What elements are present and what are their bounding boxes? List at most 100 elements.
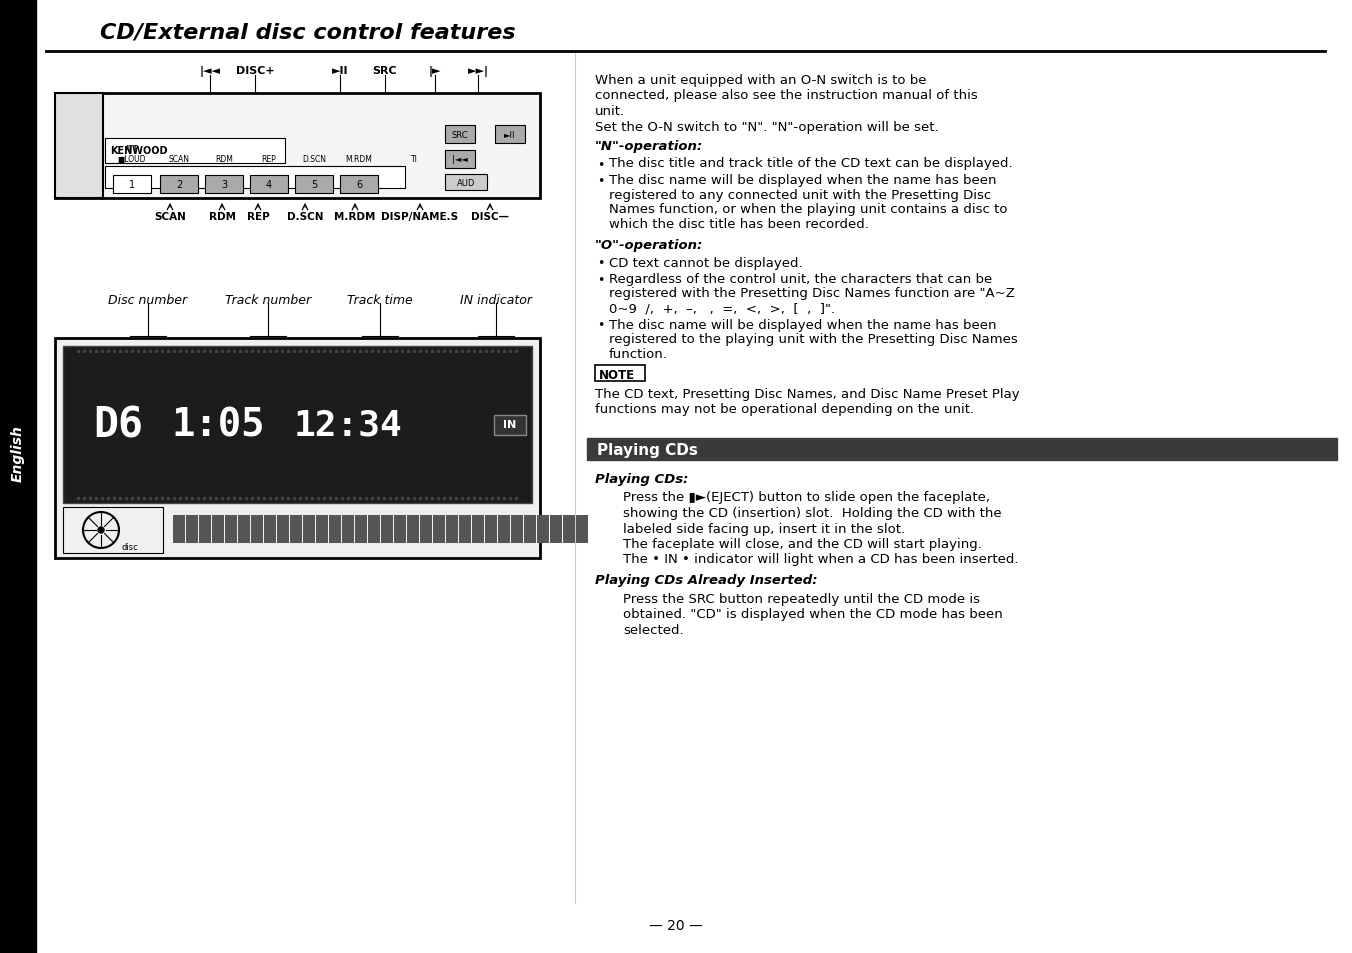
Text: NOTE: NOTE	[599, 369, 635, 381]
Bar	[537, 516, 549, 543]
Text: •: •	[598, 174, 604, 188]
Text: 0~9  /,  +,  –,   ,  =,  <,  >,  [  ,  ]".: 0~9 /, +, –, , =, <, >, [ , ]".	[608, 302, 836, 314]
Bar	[407, 516, 419, 543]
Text: 6: 6	[356, 180, 362, 190]
Bar	[420, 516, 433, 543]
Text: SCAN: SCAN	[169, 154, 189, 164]
Text: M.RDM: M.RDM	[334, 212, 376, 222]
Bar	[329, 516, 341, 543]
Text: RDM: RDM	[215, 154, 233, 164]
Text: Press the ▮►(EJECT) button to slide open the faceplate,: Press the ▮►(EJECT) button to slide open…	[623, 491, 990, 504]
Bar	[160, 175, 197, 193]
Text: labeled side facing up, insert it in the slot.: labeled side facing up, insert it in the…	[623, 522, 904, 535]
Text: D.SCN: D.SCN	[287, 212, 323, 222]
Text: 1:05: 1:05	[172, 406, 265, 444]
Bar	[485, 516, 498, 543]
Text: 1: 1	[128, 180, 135, 190]
Text: The CD text, Presetting Disc Names, and Disc Name Preset Play: The CD text, Presetting Disc Names, and …	[595, 388, 1019, 400]
Text: DISC—: DISC—	[470, 212, 508, 222]
Bar	[206, 175, 243, 193]
Text: SCAN: SCAN	[154, 212, 187, 222]
Bar	[264, 516, 276, 543]
Bar	[433, 516, 445, 543]
Text: 3: 3	[220, 180, 227, 190]
Circle shape	[97, 527, 104, 534]
Text: function.: function.	[608, 347, 668, 360]
Bar	[342, 516, 354, 543]
Text: showing the CD (insertion) slot.  Holding the CD with the: showing the CD (insertion) slot. Holding…	[623, 506, 1002, 519]
Bar	[105, 167, 406, 189]
Text: The disc name will be displayed when the name has been: The disc name will be displayed when the…	[608, 173, 996, 187]
Text: TI: TI	[411, 154, 418, 164]
Text: 5: 5	[311, 180, 318, 190]
Text: IN: IN	[503, 420, 516, 430]
Text: 4: 4	[266, 180, 272, 190]
Bar	[381, 516, 393, 543]
Text: AUD: AUD	[457, 178, 475, 188]
Text: The faceplate will close, and the CD will start playing.: The faceplate will close, and the CD wil…	[623, 537, 982, 551]
Bar	[199, 516, 211, 543]
Text: |►: |►	[429, 66, 441, 77]
Bar	[251, 516, 264, 543]
Bar	[493, 416, 526, 435]
Text: RDM: RDM	[208, 212, 235, 222]
Text: The disc title and track title of the CD text can be displayed.: The disc title and track title of the CD…	[608, 157, 1013, 171]
Bar	[576, 516, 588, 543]
Text: "N"-operation:: "N"-operation:	[595, 140, 703, 152]
Bar	[495, 126, 525, 144]
Bar	[0, 0, 37, 953]
Bar	[339, 175, 379, 193]
Text: registered to the playing unit with the Presetting Disc Names: registered to the playing unit with the …	[608, 333, 1018, 346]
Bar	[550, 516, 562, 543]
Text: IN indicator: IN indicator	[460, 294, 531, 307]
Text: Track number: Track number	[224, 294, 311, 307]
Bar	[289, 516, 301, 543]
Bar	[562, 516, 575, 543]
Text: D.SCN: D.SCN	[301, 154, 326, 164]
Text: registered to any connected unit with the Presetting Disc: registered to any connected unit with th…	[608, 189, 991, 201]
Text: D6: D6	[93, 404, 143, 446]
Text: Playing CDs: Playing CDs	[598, 442, 698, 457]
Bar	[64, 507, 164, 554]
Text: unit.: unit.	[595, 105, 625, 118]
Text: •: •	[598, 274, 604, 287]
Text: Regardless of the control unit, the characters that can be: Regardless of the control unit, the char…	[608, 273, 992, 286]
Bar	[55, 94, 539, 199]
Text: REP: REP	[262, 154, 276, 164]
Text: Set the O-N switch to "N". "N"-operation will be set.: Set the O-N switch to "N". "N"-operation…	[595, 120, 938, 133]
Text: ATT
■LOUD: ATT ■LOUD	[118, 145, 146, 164]
Bar	[55, 94, 103, 199]
Text: The disc name will be displayed when the name has been: The disc name will be displayed when the…	[608, 318, 996, 331]
Text: Track time: Track time	[347, 294, 412, 307]
Text: Playing CDs Already Inserted:: Playing CDs Already Inserted:	[595, 574, 818, 586]
Text: — 20 —: — 20 —	[649, 918, 703, 932]
Text: CD text cannot be displayed.: CD text cannot be displayed.	[608, 256, 803, 269]
Text: •: •	[598, 319, 604, 333]
Bar	[587, 438, 1337, 460]
Bar	[238, 516, 250, 543]
Text: obtained. "CD" is displayed when the CD mode has been: obtained. "CD" is displayed when the CD …	[623, 607, 1003, 620]
Bar	[445, 151, 475, 169]
Bar	[595, 366, 645, 381]
Bar	[55, 338, 539, 558]
Bar	[445, 174, 487, 191]
Text: English: English	[11, 425, 24, 482]
Bar	[64, 347, 531, 503]
Text: connected, please also see the instruction manual of this: connected, please also see the instructi…	[595, 90, 977, 102]
Text: Press the SRC button repeatedly until the CD mode is: Press the SRC button repeatedly until th…	[623, 592, 980, 605]
Bar	[114, 175, 151, 193]
Text: REP: REP	[246, 212, 269, 222]
Text: Playing CDs:: Playing CDs:	[595, 473, 688, 485]
Text: SRC: SRC	[452, 131, 468, 139]
Bar	[511, 516, 523, 543]
Bar	[173, 516, 185, 543]
Text: functions may not be operational depending on the unit.: functions may not be operational dependi…	[595, 403, 975, 416]
Text: registered with the Presetting Disc Names function are "A~Z: registered with the Presetting Disc Name…	[608, 287, 1015, 300]
Bar	[393, 516, 406, 543]
Bar	[446, 516, 458, 543]
Bar	[472, 516, 484, 543]
Text: CD/External disc control features: CD/External disc control features	[100, 22, 515, 42]
Bar	[187, 516, 197, 543]
Text: When a unit equipped with an O-N switch is to be: When a unit equipped with an O-N switch …	[595, 74, 926, 87]
Text: ►►|: ►►|	[468, 66, 488, 77]
